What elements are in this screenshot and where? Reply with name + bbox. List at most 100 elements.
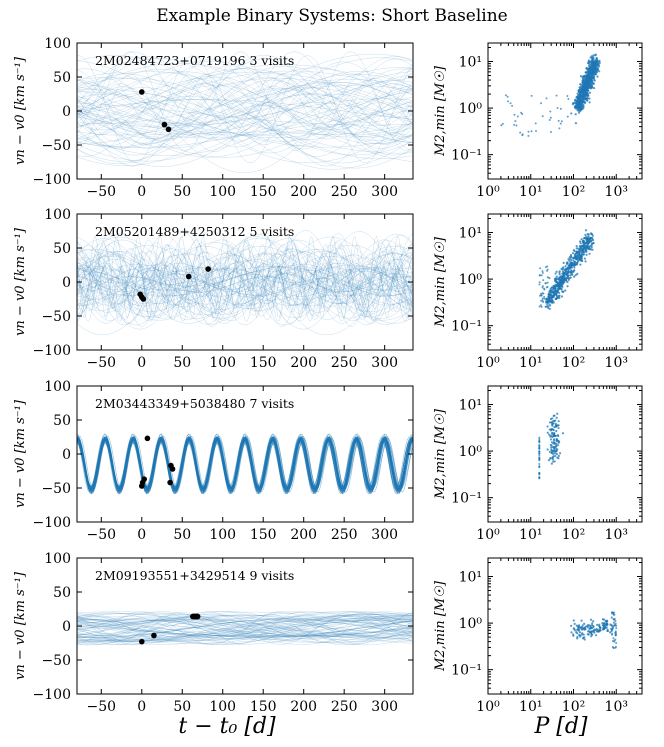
mass-point [587, 234, 590, 238]
rv-sample-curve [77, 77, 413, 125]
mass-point [545, 97, 548, 100]
mass-point [596, 69, 599, 72]
rv-sample-curve [77, 256, 413, 310]
mass-frame [487, 42, 643, 180]
mass-point [565, 276, 568, 279]
rv-sample-curve [77, 439, 413, 495]
rv-sample-curve [77, 68, 413, 173]
mass-point [571, 103, 575, 106]
x-tick-label: 300 [371, 527, 398, 543]
y-axis-label: M2,min [M☉] [433, 408, 448, 500]
mass-point [555, 94, 558, 97]
y-axis-label: vn − v0 [km s⁻¹] [13, 56, 28, 165]
mass-point [566, 274, 569, 278]
rv-sample-curve [77, 437, 413, 493]
rv-sample-curve [77, 438, 413, 492]
mass-point [548, 119, 551, 122]
mass-point [554, 452, 557, 455]
x-tick-label: 150 [250, 527, 277, 543]
rv-sample-curve [77, 57, 413, 164]
rv-sample-curve [77, 99, 413, 137]
rv-sample-curve [77, 273, 413, 291]
mass-point [549, 116, 552, 119]
rv-sample-curve [77, 623, 413, 637]
rv-sample-curve [77, 234, 413, 324]
mass-point [582, 637, 585, 640]
mass-point [585, 244, 589, 247]
mass-point [575, 101, 579, 104]
mass-point [538, 281, 541, 284]
rv-sample-curve [77, 65, 413, 164]
rv-sample-curve [77, 242, 413, 336]
mass-point [538, 305, 541, 308]
x-tick-label: 10⁰ [476, 355, 500, 371]
rv-sample-curve [77, 73, 413, 142]
mass-point [568, 267, 571, 270]
rv-sample-curve [77, 281, 413, 296]
rv-sample-curve [77, 82, 413, 145]
rv-sample-curve [77, 95, 413, 140]
mass-point [572, 259, 575, 263]
mass-point [591, 63, 594, 66]
rv-sample-curve [77, 620, 413, 639]
x-tick-label: −50 [87, 699, 117, 715]
rv-sample-curve [77, 441, 413, 488]
mass-panel-6: 10⁰ 10¹ 10² 10³ 10⁻¹ 10⁰ 10¹ M2,min [M☉] [433, 213, 643, 371]
mass-point [556, 412, 559, 415]
mass-point [578, 251, 581, 254]
mass-point [584, 71, 588, 74]
mass-point [590, 242, 594, 245]
x-tick-label: 50 [173, 184, 191, 200]
rv-sample-curve [77, 621, 413, 637]
rv-data-point [161, 121, 168, 128]
mass-point [588, 72, 591, 75]
rv-sample-curve [77, 617, 413, 639]
mass-point [547, 296, 550, 299]
mass-point [577, 254, 580, 257]
mass-point [546, 281, 549, 284]
rv-sample-curve [77, 56, 413, 154]
mass-point [611, 626, 614, 629]
rv-sample-curve [77, 436, 413, 487]
mass-point [540, 102, 543, 105]
mass-point [590, 73, 593, 77]
rv-sample-curve [77, 77, 413, 138]
mass-point [591, 59, 594, 63]
mass-point [504, 94, 507, 97]
mass-point [588, 63, 591, 66]
mass-point [582, 633, 585, 636]
rv-sample-curve [77, 439, 413, 490]
panels: −50 0 50 100 150 200 250 300 −100 −50 0 50 100 2M0248… [13, 36, 643, 715]
mass-point [591, 86, 594, 89]
rv-sample-curve [77, 620, 413, 644]
rv-sample-curve [77, 88, 413, 148]
mass-point [599, 629, 602, 632]
mass-point [506, 95, 509, 98]
mass-point [587, 241, 590, 244]
rv-sample-curve [77, 91, 413, 148]
y-tick-label: 100 [44, 379, 71, 395]
mass-point [554, 445, 558, 448]
y-tick-label: 10⁰ [459, 444, 483, 460]
mass-point [566, 115, 569, 118]
rv-sample-curve [77, 252, 413, 314]
rv-sample-curve [77, 613, 413, 643]
rv-sample-curve [77, 440, 413, 495]
rv-sample-curve [77, 251, 413, 305]
rv-sample-curve [77, 257, 413, 318]
mass-point [555, 447, 558, 450]
rv-sample-curve [77, 267, 413, 288]
mass-point [579, 635, 582, 638]
mass-point [550, 444, 553, 447]
rv-sample-curve [77, 617, 413, 639]
mass-frame [487, 557, 643, 695]
mass-point [556, 284, 559, 287]
mass-point [550, 462, 553, 465]
rv-sample-curve [77, 613, 413, 643]
rv-sample-curve [77, 85, 413, 145]
rv-sample-curve [77, 611, 413, 645]
mass-point [574, 99, 578, 102]
rv-sample-curve [77, 265, 413, 287]
mass-point [567, 98, 570, 101]
